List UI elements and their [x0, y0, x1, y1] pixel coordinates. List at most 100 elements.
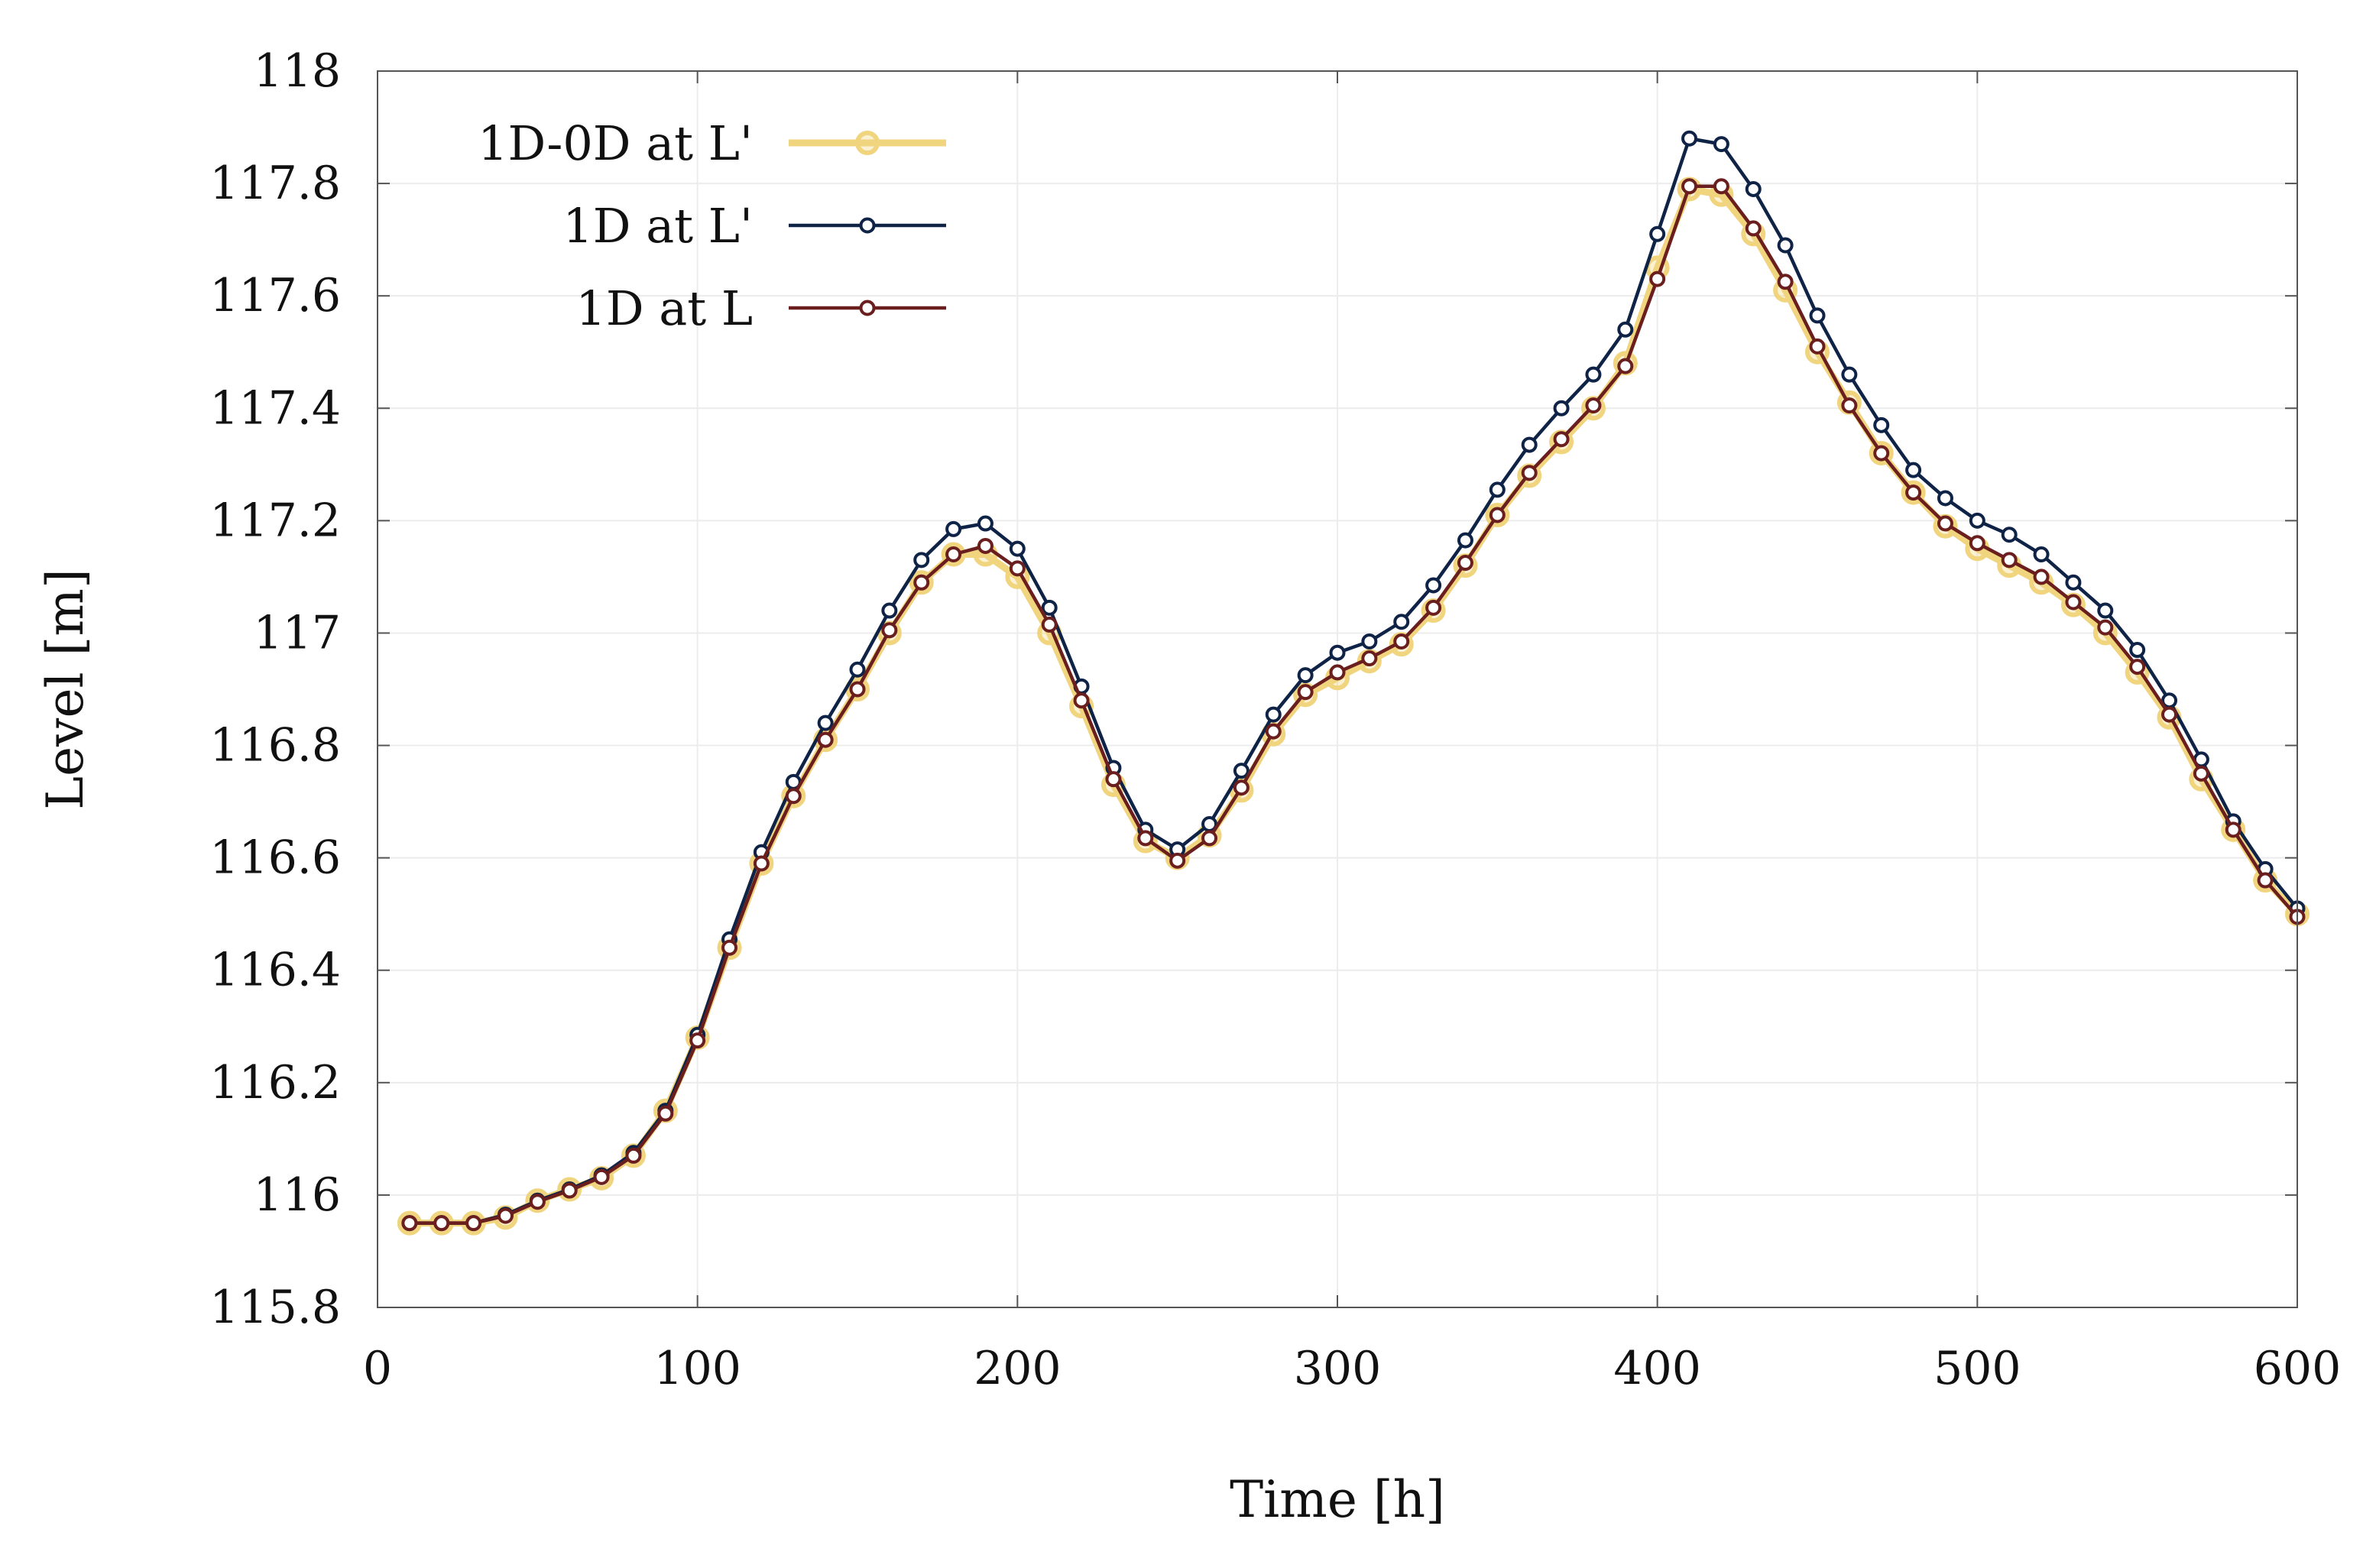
data-point — [1873, 416, 1890, 433]
y-tick-label: 117 — [253, 606, 341, 659]
data-point — [1649, 225, 1666, 242]
data-point — [1713, 178, 1729, 195]
data-point — [1553, 431, 1570, 448]
data-point — [1777, 274, 1794, 290]
data-point — [2129, 659, 2146, 675]
data-point — [625, 1147, 642, 1164]
series-3 — [401, 178, 2306, 1232]
data-point — [1809, 307, 1826, 324]
data-point — [1585, 397, 1602, 414]
legend-label: 1D at L — [575, 280, 753, 336]
data-point — [945, 546, 962, 562]
data-point — [433, 1215, 450, 1232]
y-tick-label: 115.8 — [209, 1281, 341, 1334]
data-point — [1265, 723, 1282, 740]
data-point — [1681, 130, 1698, 147]
data-point — [2065, 574, 2082, 591]
data-point — [1169, 852, 1186, 869]
axis-ticks: 0 100 200 300 400 500 600 115.8 116 116.2 116.4 116… — [209, 44, 2341, 1395]
data-point — [1393, 633, 1410, 650]
y-axis-label: Level [m] — [36, 569, 95, 809]
data-point — [2097, 619, 2114, 636]
data-point — [1009, 540, 1026, 557]
data-point — [1041, 616, 1058, 633]
data-point — [881, 622, 898, 639]
x-tick-label: 300 — [1294, 1342, 1382, 1395]
data-point — [2001, 552, 2018, 569]
data-point — [1841, 366, 1858, 383]
data-point — [1969, 512, 1985, 529]
data-point — [913, 552, 930, 569]
data-point — [2065, 594, 2082, 611]
data-point — [881, 602, 898, 619]
data-point — [1329, 664, 1346, 681]
data-point — [2033, 569, 2050, 585]
x-tick-label: 600 — [2254, 1342, 2342, 1395]
data-point — [1969, 535, 1985, 552]
data-point — [2097, 602, 2114, 619]
legend-item: 1D-0D at L' — [478, 115, 946, 171]
x-axis-label: Time [h] — [1230, 1470, 1445, 1529]
data-point — [1201, 830, 1218, 847]
data-point — [529, 1194, 546, 1210]
data-point — [817, 731, 834, 748]
y-tick-label: 117.2 — [209, 494, 341, 547]
y-tick-label: 116.4 — [209, 944, 341, 997]
data-point — [1617, 321, 1634, 338]
data-point — [1393, 614, 1410, 630]
data-point — [1489, 507, 1506, 523]
x-tick-label: 500 — [1934, 1342, 2021, 1395]
data-point — [1329, 644, 1346, 661]
legend-marker-swatch — [855, 131, 880, 155]
data-point — [657, 1105, 674, 1122]
data-point — [1361, 633, 1378, 650]
data-point — [1649, 271, 1666, 287]
data-point — [1937, 490, 1953, 507]
data-point — [1617, 358, 1634, 374]
y-tick-label: 117.8 — [209, 157, 341, 210]
x-tick-label: 400 — [1613, 1342, 1701, 1395]
data-point — [1809, 338, 1826, 355]
data-point — [2225, 821, 2241, 838]
y-tick-label: 117.4 — [209, 381, 341, 435]
y-tick-label: 118 — [253, 44, 341, 98]
data-point — [1553, 400, 1570, 416]
data-point — [689, 1032, 706, 1049]
legend-label: 1D-0D at L' — [478, 115, 753, 171]
grid — [377, 70, 2298, 1308]
data-point — [1905, 462, 1922, 478]
data-point — [1009, 560, 1026, 577]
data-point — [753, 855, 770, 872]
data-point — [977, 515, 993, 532]
data-point — [1905, 484, 1922, 501]
data-point — [2193, 765, 2209, 782]
data-point — [785, 788, 802, 805]
y-tick-label: 116.2 — [209, 1056, 341, 1110]
data-point — [913, 574, 930, 591]
data-point — [465, 1215, 482, 1232]
data-point — [1681, 178, 1698, 195]
y-tick-label: 117.6 — [209, 269, 341, 322]
data-point — [1745, 220, 1762, 237]
data-point — [1713, 136, 1729, 153]
series-layer — [397, 130, 2310, 1236]
data-point — [1073, 692, 1090, 709]
legend-marker-swatch — [859, 300, 876, 316]
data-point — [401, 1215, 418, 1232]
y-tick-label: 116.6 — [209, 831, 341, 885]
data-point — [1841, 397, 1858, 414]
data-point — [1457, 532, 1473, 549]
data-point — [1777, 237, 1794, 254]
data-point — [1041, 599, 1058, 616]
data-point — [1137, 830, 1154, 847]
data-point — [1233, 763, 1250, 779]
data-point — [2129, 642, 2146, 659]
data-point — [1745, 180, 1762, 197]
legend-item: 1D at L — [575, 280, 946, 336]
data-point — [2001, 526, 2018, 543]
legend-item: 1D at L' — [562, 198, 946, 254]
y-tick-label: 116 — [253, 1168, 341, 1222]
data-point — [1105, 771, 1122, 788]
legend-label: 1D at L' — [562, 198, 753, 254]
